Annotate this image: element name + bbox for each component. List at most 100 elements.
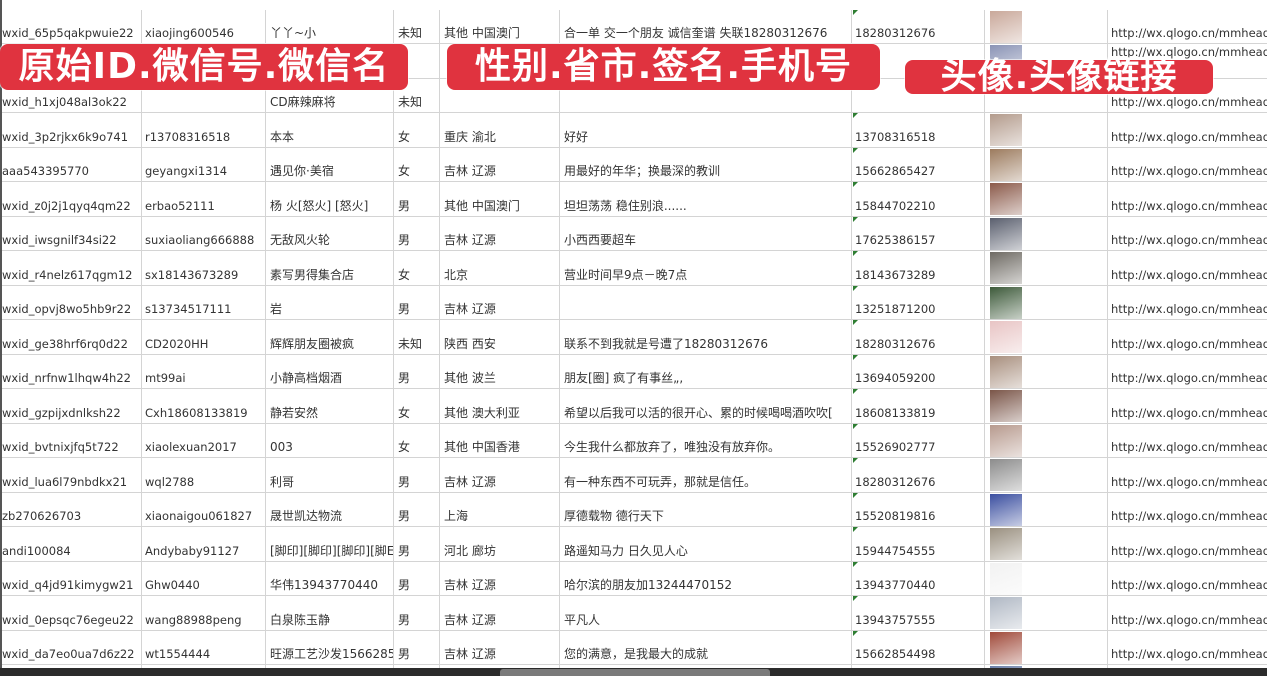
cell-avatar-url[interactable]: http://wx.qlogo.cn/mmhead bbox=[1108, 596, 1267, 630]
cell-avatar-url[interactable]: http://wx.qlogo.cn/mmhead bbox=[1108, 148, 1267, 182]
cell-avatar-url[interactable]: http://wx.qlogo.cn/mmhead bbox=[1108, 79, 1267, 113]
cell-signature[interactable]: 今生我什么都放弃了，唯独没有放弃你。 bbox=[560, 423, 852, 457]
cell-region[interactable]: 吉林 辽源 bbox=[440, 216, 560, 250]
cell-original-id[interactable]: zb270626703 bbox=[0, 492, 142, 526]
cell-avatar[interactable] bbox=[985, 561, 1108, 595]
cell-avatar-url[interactable]: http://wx.qlogo.cn/mmhead bbox=[1108, 424, 1267, 458]
cell-wechat-name[interactable]: 本本 bbox=[266, 113, 394, 147]
cell-region[interactable]: 陕西 西安 bbox=[440, 320, 560, 354]
cell-avatar-url[interactable]: http://wx.qlogo.cn/mmhead bbox=[1108, 355, 1267, 389]
cell-region[interactable]: 吉林 辽源 bbox=[440, 596, 560, 630]
cell-wechat-id[interactable]: xiaonaigou061827 bbox=[142, 492, 266, 526]
cell-wechat-name[interactable]: 无敌风火轮 bbox=[266, 216, 394, 250]
cell-original-id[interactable]: wxid_3p2rjkx6k9o741 bbox=[0, 113, 142, 147]
cell-wechat-id[interactable]: wang88988peng bbox=[142, 596, 266, 630]
cell-avatar-url[interactable]: http://wx.qlogo.cn/mmhead bbox=[1108, 527, 1267, 561]
cell-avatar[interactable] bbox=[985, 492, 1108, 526]
cell-signature[interactable]: 用最好的年华；换最深的教训 bbox=[560, 147, 852, 181]
cell-region[interactable]: 河北 廊坊 bbox=[440, 527, 560, 561]
cell-wechat-name[interactable]: 岩 bbox=[266, 285, 394, 319]
cell-wechat-name[interactable]: 晟世凯达物流 bbox=[266, 492, 394, 526]
cell-avatar[interactable] bbox=[985, 285, 1108, 319]
cell-avatar-url[interactable]: http://wx.qlogo.cn/mmhead bbox=[1108, 251, 1267, 285]
cell-phone[interactable]: 15520819816 bbox=[852, 492, 985, 526]
cell-wechat-id[interactable]: s13734517111 bbox=[142, 285, 266, 319]
cell-phone[interactable]: 13708316518 bbox=[852, 113, 985, 147]
cell-avatar-url[interactable]: http://wx.qlogo.cn/mmhead bbox=[1108, 320, 1267, 354]
cell-phone[interactable]: 18280312676 bbox=[852, 9, 985, 43]
cell-signature[interactable]: 路遥知马力 日久见人心 bbox=[560, 527, 852, 561]
cell-avatar-url[interactable]: http://wx.qlogo.cn/mmhead bbox=[1108, 10, 1267, 44]
cell-gender[interactable]: 未知 bbox=[394, 78, 440, 112]
cell-wechat-id[interactable] bbox=[142, 665, 266, 668]
cell-original-id[interactable]: wxid_nrfnw1lhqw4h22 bbox=[0, 354, 142, 388]
cell-avatar-url[interactable]: http://wx.qlogo.cn/mmhead bbox=[1108, 562, 1267, 596]
cell-signature[interactable] bbox=[560, 78, 852, 112]
cell-avatar[interactable] bbox=[985, 147, 1108, 181]
cell-wechat-name[interactable]: 遇见你·美宿 bbox=[266, 147, 394, 181]
cell-signature[interactable]: 平凡人 bbox=[560, 596, 852, 630]
cell-gender[interactable]: 男 bbox=[394, 458, 440, 492]
cell-region[interactable]: 北京 bbox=[440, 251, 560, 285]
cell-phone[interactable]: 15944754555 bbox=[852, 527, 985, 561]
cell-signature[interactable]: 营业时间早9点－晚7点 bbox=[560, 251, 852, 285]
cell-wechat-name[interactable]: 华伟13943770440 bbox=[266, 561, 394, 595]
cell-wechat-id[interactable]: erbao52111 bbox=[142, 182, 266, 216]
cell-phone[interactable]: 15844702210 bbox=[852, 182, 985, 216]
cell-wechat-name[interactable] bbox=[266, 665, 394, 668]
cell-avatar-url[interactable]: http://wx.qlogo.cn/mmhead bbox=[1108, 389, 1267, 423]
cell-avatar[interactable] bbox=[985, 320, 1108, 354]
horizontal-scrollbar[interactable] bbox=[0, 668, 1267, 676]
cell-region[interactable]: 吉林 辽源 bbox=[440, 630, 560, 664]
cell-gender[interactable]: 女 bbox=[394, 147, 440, 181]
cell-wechat-name[interactable]: CD麻辣麻将 bbox=[266, 78, 394, 112]
cell-original-id[interactable] bbox=[0, 665, 142, 668]
cell-signature[interactable] bbox=[560, 665, 852, 668]
cell-phone[interactable]: 18143673289 bbox=[852, 251, 985, 285]
cell-wechat-id[interactable]: CD2020HH bbox=[142, 320, 266, 354]
cell-phone[interactable]: 15526902777 bbox=[852, 423, 985, 457]
cell-gender[interactable] bbox=[394, 665, 440, 668]
cell-gender[interactable]: 未知 bbox=[394, 320, 440, 354]
cell-signature[interactable]: 联系不到我就是号遭了18280312676 bbox=[560, 320, 852, 354]
cell-phone[interactable] bbox=[852, 665, 985, 668]
cell-signature[interactable]: 小西西要超车 bbox=[560, 216, 852, 250]
cell-phone[interactable]: 18280312676 bbox=[852, 458, 985, 492]
cell-region[interactable]: 其他 中国澳门 bbox=[440, 9, 560, 43]
cell-signature[interactable]: 坦坦荡荡 稳住别浪...... bbox=[560, 182, 852, 216]
cell-wechat-id[interactable]: mt99ai bbox=[142, 354, 266, 388]
cell-gender[interactable]: 男 bbox=[394, 561, 440, 595]
cell-original-id[interactable]: wxid_iwsgnilf34si22 bbox=[0, 216, 142, 250]
cell-avatar-url[interactable]: http://wx.qlogo.cn/mmhead bbox=[1108, 217, 1267, 251]
cell-avatar[interactable] bbox=[985, 596, 1108, 630]
cell-wechat-id[interactable]: Andybaby91127 bbox=[142, 527, 266, 561]
cell-avatar[interactable] bbox=[985, 527, 1108, 561]
cell-signature[interactable]: 有一种东西不可玩弄，那就是信任。 bbox=[560, 458, 852, 492]
cell-wechat-id[interactable]: xiaolexuan2017 bbox=[142, 423, 266, 457]
cell-signature[interactable]: 您的满意，是我最大的成就 bbox=[560, 630, 852, 664]
cell-phone[interactable] bbox=[852, 78, 985, 112]
cell-avatar-url[interactable]: http://wx.qlogo.cn/mmhead bbox=[1108, 286, 1267, 320]
cell-phone[interactable]: 13943757555 bbox=[852, 596, 985, 630]
cell-region[interactable] bbox=[440, 665, 560, 668]
cell-original-id[interactable]: wxid_z0j2j1qyq4qm22 bbox=[0, 182, 142, 216]
cell-gender[interactable]: 未知 bbox=[394, 9, 440, 43]
cell-region[interactable]: 吉林 辽源 bbox=[440, 147, 560, 181]
cell-avatar[interactable] bbox=[985, 251, 1108, 285]
cell-signature[interactable] bbox=[560, 285, 852, 319]
cell-wechat-id[interactable]: geyangxi1314 bbox=[142, 147, 266, 181]
cell-region[interactable]: 其他 中国香港 bbox=[440, 423, 560, 457]
cell-avatar-url[interactable]: http://wx.qlogo.cn/mmhead bbox=[1108, 493, 1267, 527]
cell-gender[interactable]: 男 bbox=[394, 527, 440, 561]
cell-phone[interactable]: 13943770440 bbox=[852, 561, 985, 595]
cell-original-id[interactable]: wxid_opvj8wo5hb9r22 bbox=[0, 285, 142, 319]
cell-wechat-id[interactable]: suxiaoliang666888 bbox=[142, 216, 266, 250]
cell-avatar[interactable] bbox=[985, 665, 1108, 668]
cell-gender[interactable]: 男 bbox=[394, 285, 440, 319]
cell-gender[interactable]: 男 bbox=[394, 630, 440, 664]
cell-original-id[interactable]: aaa543395770 bbox=[0, 147, 142, 181]
cell-avatar[interactable] bbox=[985, 354, 1108, 388]
cell-original-id[interactable]: andi100084 bbox=[0, 527, 142, 561]
cell-phone[interactable]: 13251871200 bbox=[852, 285, 985, 319]
cell-wechat-id[interactable]: sx18143673289 bbox=[142, 251, 266, 285]
